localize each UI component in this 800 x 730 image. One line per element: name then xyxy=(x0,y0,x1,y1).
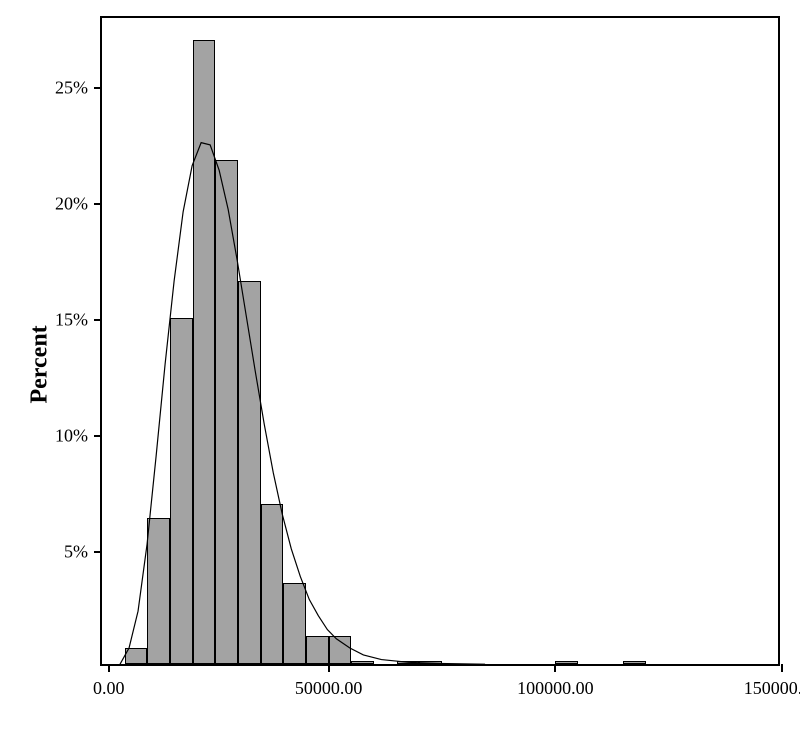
x-tick xyxy=(328,664,330,672)
x-tick xyxy=(108,664,110,672)
y-tick xyxy=(94,203,102,205)
y-tick-label: 25% xyxy=(55,77,88,98)
y-tick xyxy=(94,435,102,437)
y-axis-label: Percent xyxy=(27,304,54,404)
y-tick-label: 20% xyxy=(55,193,88,214)
x-tick-label: 50000.00 xyxy=(295,678,363,699)
density-curve-path xyxy=(120,143,485,665)
x-tick-label: 100000.00 xyxy=(517,678,594,699)
plot-area: 5%10%15%20%25%0.0050000.00100000.0015000… xyxy=(100,16,780,666)
y-tick xyxy=(94,319,102,321)
y-tick xyxy=(94,551,102,553)
x-tick xyxy=(781,664,783,672)
x-tick-label: 150000.00 xyxy=(744,678,800,699)
x-tick-label: 0.00 xyxy=(93,678,125,699)
x-tick xyxy=(554,664,556,672)
y-tick-label: 5% xyxy=(64,541,88,562)
histogram-chart: Percent 5%10%15%20%25%0.0050000.00100000… xyxy=(0,0,800,730)
y-tick-label: 10% xyxy=(55,425,88,446)
y-tick-label: 15% xyxy=(55,309,88,330)
density-curve xyxy=(102,18,778,664)
y-tick xyxy=(94,87,102,89)
